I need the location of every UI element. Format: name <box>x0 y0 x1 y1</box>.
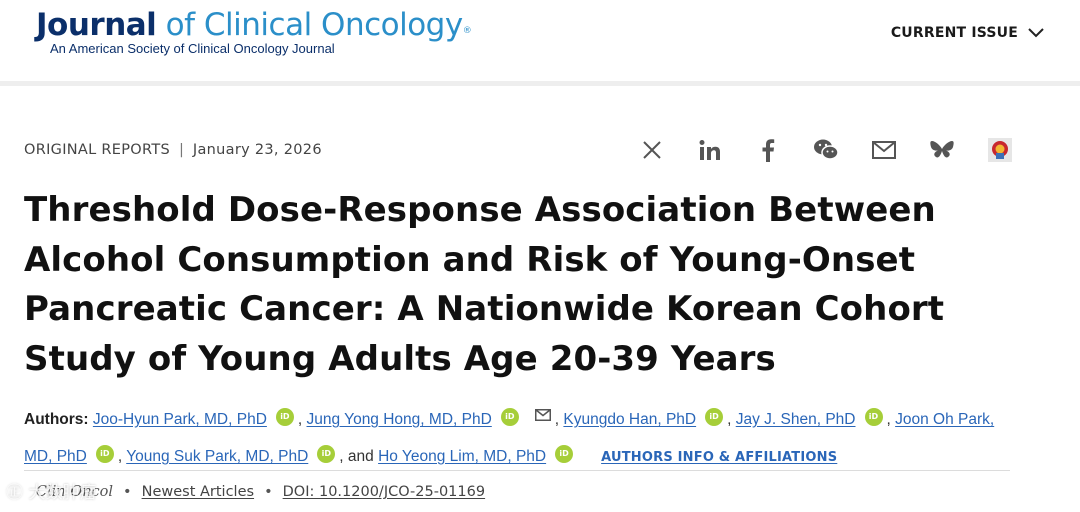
current-issue-label: CURRENT ISSUE <box>890 24 1018 41</box>
author-separator: , <box>554 411 560 428</box>
logo-subtitle: An American Society of Clinical Oncology… <box>50 41 335 56</box>
current-issue-menu[interactable]: CURRENT ISSUE <box>891 23 1044 42</box>
wechat-icon[interactable] <box>810 134 842 166</box>
orcid-icon[interactable]: iD <box>705 408 724 426</box>
publication-date: January 23, 2026 <box>192 142 322 158</box>
journal-logo[interactable]: Journal of Clinical Oncology® An America… <box>36 6 472 56</box>
orcid-icon[interactable]: iD <box>95 445 114 463</box>
doi-link[interactable]: DOI: 10.1200/JCO-25-01169 <box>282 484 486 500</box>
orcid-icon[interactable]: iD <box>864 408 883 426</box>
meta-separator: | <box>179 142 184 158</box>
author-separator: , <box>297 411 303 428</box>
journal-abbrev: Clin Oncol <box>36 484 114 500</box>
mendeley-icon[interactable] <box>984 134 1016 166</box>
author-separator: , <box>117 448 123 465</box>
bullet-separator: • <box>123 484 132 500</box>
article-footer-meta: Clin Oncol • Newest Articles • DOI: 10.1… <box>36 484 485 500</box>
newest-articles-link[interactable]: Newest Articles <box>141 484 255 500</box>
orcid-icon[interactable]: iD <box>275 408 294 426</box>
article-meta: ORIGINAL REPORTS | January 23, 2026 <box>24 142 322 158</box>
authors-list: Authors: Joo-Hyun Park, MD, PhD iD, Jung … <box>24 398 1024 476</box>
corresponding-email-icon[interactable] <box>534 398 551 435</box>
site-header: Journal of Clinical Oncology® An America… <box>0 0 1080 82</box>
author-link-7[interactable]: Ho Yeong Lim, MD, PhD <box>378 448 547 465</box>
author-link-4[interactable]: Jay J. Shen, PhD <box>735 411 856 428</box>
orcid-icon[interactable]: iD <box>555 445 574 463</box>
x-icon[interactable] <box>636 134 668 166</box>
watermark: ㊣ 大数肿瘤 <box>6 483 97 503</box>
bullet-separator: • <box>264 484 273 500</box>
author-link-3[interactable]: Kyungdo Han, PhD <box>563 411 697 428</box>
linkedin-icon[interactable] <box>694 134 726 166</box>
section-divider <box>24 470 1010 471</box>
author-link-1[interactable]: Joo-Hyun Park, MD, PhD <box>92 411 267 428</box>
article-type[interactable]: ORIGINAL REPORTS <box>24 142 171 158</box>
authors-label: Authors: <box>24 411 89 428</box>
author-link-2[interactable]: Jung Yong Hong, MD, PhD <box>306 411 492 428</box>
logo-title: Journal of Clinical Oncology® <box>36 6 472 44</box>
author-link-6[interactable]: Young Suk Park, MD, PhD <box>126 448 309 465</box>
share-toolbar <box>636 134 1016 166</box>
orcid-icon[interactable]: iD <box>317 445 336 463</box>
author-link-5[interactable]: Joon Oh Park, MD, PhD <box>24 411 995 465</box>
author-separator: , <box>886 411 891 428</box>
author-and-separator: , and <box>339 448 374 465</box>
registered-mark: ® <box>462 26 472 36</box>
orcid-icon[interactable]: iD <box>500 408 519 426</box>
logo-word-journal: Journal <box>36 7 157 43</box>
authors-affiliations-link[interactable]: AUTHORS INFO & AFFILIATIONS <box>601 450 838 465</box>
logo-word-rest: of Clinical Oncology <box>165 7 464 43</box>
email-icon[interactable] <box>868 134 900 166</box>
facebook-icon[interactable] <box>752 134 784 166</box>
chevron-down-icon <box>1028 23 1044 42</box>
author-separator: , <box>727 411 732 428</box>
article-title: Threshold Dose-Response Association Betw… <box>24 190 945 379</box>
bluesky-icon[interactable] <box>926 134 958 166</box>
header-divider <box>0 81 1080 86</box>
